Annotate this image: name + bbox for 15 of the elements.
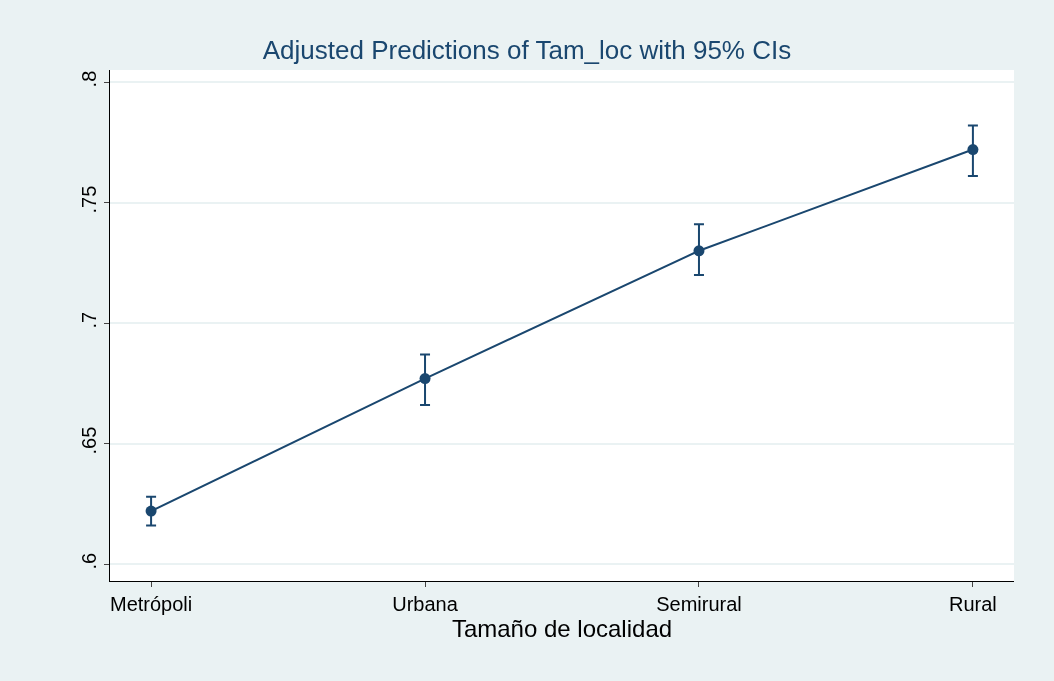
x-axis-title: Tamaño de localidad — [451, 615, 673, 642]
y-tick-label: .75 — [78, 185, 100, 214]
point — [419, 373, 431, 385]
x-tick-label: Rural — [949, 593, 997, 615]
chart-title: Adjusted Predictions of Tam_loc with 95% CIs — [262, 35, 792, 66]
point — [145, 505, 157, 517]
x-tick-label: Urbana — [392, 593, 459, 615]
point — [967, 144, 979, 156]
y-tick-label: .6 — [78, 552, 100, 570]
point — [693, 245, 705, 257]
y-tick-label: .65 — [78, 426, 100, 455]
y-tick-label: .7 — [78, 311, 100, 329]
y-tick-label: .8 — [78, 70, 100, 88]
x-tick-label: Metrópoli — [109, 593, 193, 615]
x-tick-label: Semirural — [656, 593, 742, 615]
